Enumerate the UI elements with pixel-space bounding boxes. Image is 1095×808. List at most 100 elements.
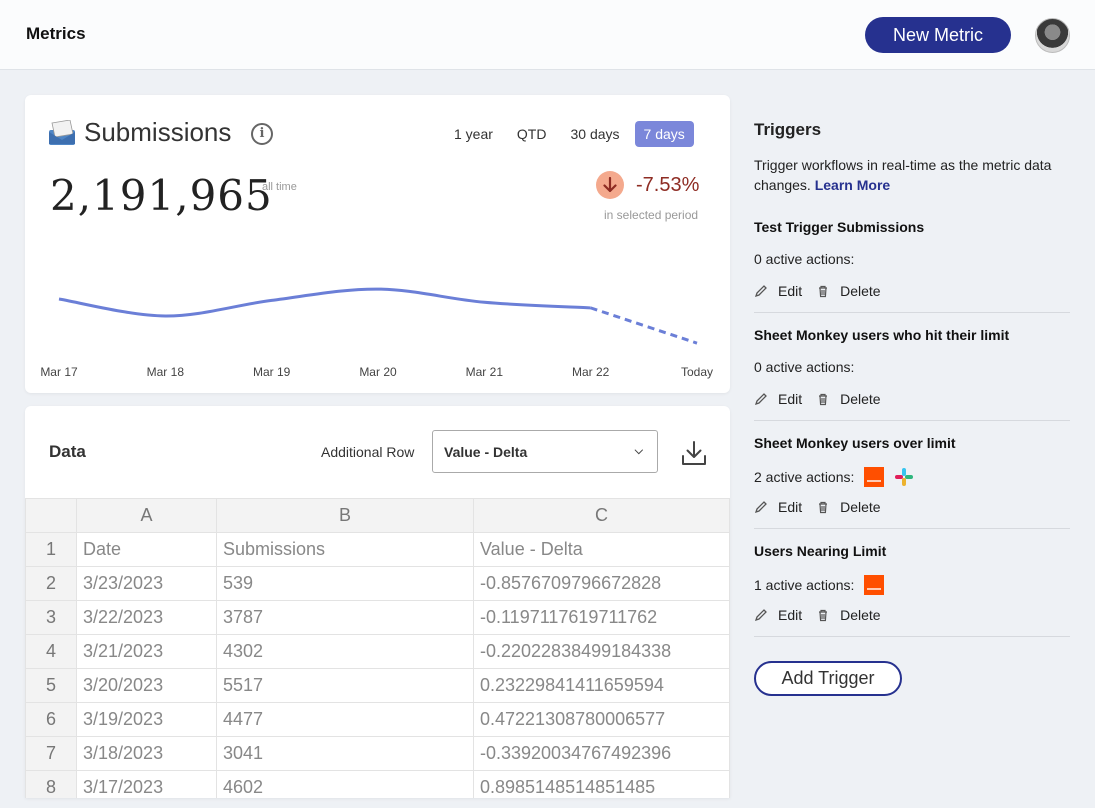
table-cell[interactable]: 3/22/2023 <box>76 600 217 635</box>
inbox-tray-icon <box>49 120 75 145</box>
table-row: 6 3/19/2023 4477 0.47221308780006577 <box>25 702 730 737</box>
page-title: Metrics <box>26 24 86 43</box>
table-cell[interactable]: 4477 <box>216 702 474 737</box>
trigger-name[interactable]: Users Nearing Limit <box>754 543 887 559</box>
zapier-icon[interactable] <box>864 575 885 595</box>
row-number: 7 <box>25 736 77 771</box>
row-number: 1 <box>25 532 77 567</box>
edit-trigger-button[interactable]: Edit <box>754 607 802 623</box>
table-cell[interactable]: 3/23/2023 <box>76 566 217 601</box>
table-cell[interactable]: 3041 <box>216 736 474 771</box>
trigger-name[interactable]: Test Trigger Submissions <box>754 219 925 235</box>
table-row: 4 3/21/2023 4302 -0.22022838499184338 <box>25 634 730 669</box>
table-cell[interactable]: 3/19/2023 <box>76 702 217 737</box>
table-cell[interactable]: Submissions <box>216 532 474 567</box>
delete-trigger-button[interactable]: Delete <box>816 283 881 299</box>
series-line <box>58 287 591 318</box>
row-number: 5 <box>25 668 77 703</box>
table-cell[interactable]: 0.47221308780006577 <box>473 702 730 737</box>
table-row: 3 3/22/2023 3787 -0.1197117619711762 <box>25 600 730 635</box>
table-cell[interactable]: Date <box>76 532 217 567</box>
metric-chart-card: Submissions i 1 year QTD 30 days 7 days … <box>25 95 730 393</box>
table-cell[interactable]: -0.33920034767492396 <box>473 736 730 771</box>
trigger-actions-count: 2 active actions: <box>754 469 855 485</box>
learn-more-link[interactable]: Learn More <box>814 177 891 193</box>
range-7-days[interactable]: 7 days <box>634 121 694 147</box>
download-icon[interactable] <box>680 439 708 467</box>
add-trigger-button[interactable]: Add Trigger <box>754 661 902 696</box>
pencil-icon <box>754 393 767 406</box>
metric-delta-caption: in selected period <box>604 208 699 222</box>
chevron-down-icon: ⌵ <box>634 445 643 457</box>
metric-value-caption: all time <box>262 181 297 193</box>
additional-row-select[interactable]: Value - Delta ⌵ <box>432 430 658 473</box>
x-tick-label: Mar 21 <box>466 365 504 379</box>
table-cell[interactable]: 0.8985148514851485 <box>473 770 730 798</box>
delete-trigger-button[interactable]: Delete <box>816 607 881 623</box>
column-header[interactable]: B <box>216 498 474 533</box>
row-number: 8 <box>25 770 77 798</box>
trigger-controls: Edit Delete <box>754 283 881 299</box>
delete-label: Delete <box>840 391 881 407</box>
table-cell[interactable]: Value - Delta <box>473 532 730 567</box>
slack-icon[interactable] <box>894 467 914 487</box>
range-1-year[interactable]: 1 year <box>454 126 493 142</box>
delete-trigger-button[interactable]: Delete <box>816 391 881 407</box>
row-number: 2 <box>25 566 77 601</box>
trigger-name[interactable]: Sheet Monkey users over limit <box>754 435 956 451</box>
edit-label: Edit <box>778 607 803 623</box>
zapier-icon[interactable] <box>864 467 885 487</box>
edit-label: Edit <box>778 499 803 515</box>
new-metric-button[interactable]: New Metric <box>865 17 1011 53</box>
table-cell[interactable]: 3/21/2023 <box>76 634 217 669</box>
table-cell[interactable]: 4302 <box>216 634 474 669</box>
trigger-item: Sheet Monkey users who hit their limit 0 … <box>754 313 1070 421</box>
table-cell[interactable]: 3/17/2023 <box>76 770 217 798</box>
row-number: 6 <box>25 702 77 737</box>
table-cell[interactable]: 3787 <box>216 600 474 635</box>
table-cell[interactable]: 0.23229841411659594 <box>473 668 730 703</box>
range-30-days[interactable]: 30 days <box>570 126 620 142</box>
x-tick-label: Mar 22 <box>572 365 610 379</box>
info-icon[interactable]: i <box>251 123 273 145</box>
range-qtd[interactable]: QTD <box>516 126 547 142</box>
metric-name: Submissions <box>84 117 232 147</box>
table-cell[interactable]: -0.22022838499184338 <box>473 634 730 669</box>
triggers-panel: Triggers Trigger workflows in real-time … <box>754 120 1070 696</box>
edit-trigger-button[interactable]: Edit <box>754 391 802 407</box>
data-title: Data <box>49 442 86 461</box>
additional-row-label: Additional Row <box>321 444 415 460</box>
delete-label: Delete <box>840 499 881 515</box>
avatar[interactable] <box>1035 18 1070 53</box>
trigger-controls: Edit Delete <box>754 391 881 407</box>
top-bar: Metrics New Metric <box>0 0 1095 70</box>
table-row: 7 3/18/2023 3041 -0.33920034767492396 <box>25 736 730 771</box>
edit-trigger-button[interactable]: Edit <box>754 499 802 515</box>
range-selector: 1 year QTD 30 days 7 days <box>445 121 694 147</box>
x-tick-label: Mar 20 <box>359 365 397 379</box>
table-cell[interactable]: -0.1197117619711762 <box>473 600 730 635</box>
table-cell[interactable]: 5517 <box>216 668 474 703</box>
pencil-icon <box>754 609 767 622</box>
triggers-title: Triggers <box>754 120 822 139</box>
column-header[interactable]: C <box>473 498 730 533</box>
table-cell[interactable]: -0.8576709796672828 <box>473 566 730 601</box>
table-cell[interactable]: 539 <box>216 566 474 601</box>
trigger-controls: Edit Delete <box>754 607 881 623</box>
table-cell[interactable]: 3/18/2023 <box>76 736 217 771</box>
table-cell[interactable]: 3/20/2023 <box>76 668 217 703</box>
trigger-actions: 0 active actions: <box>754 251 854 267</box>
edit-trigger-button[interactable]: Edit <box>754 283 802 299</box>
additional-row-value: Value - Delta <box>444 443 528 460</box>
x-tick-label: Mar 19 <box>253 365 291 379</box>
series-line-projected <box>590 306 698 345</box>
row-number: 4 <box>25 634 77 669</box>
column-header[interactable]: A <box>76 498 217 533</box>
trash-icon <box>819 285 828 298</box>
table-cell[interactable]: 4602 <box>216 770 474 798</box>
trigger-name[interactable]: Sheet Monkey users who hit their limit <box>754 327 1010 343</box>
trigger-actions: 2 active actions: <box>754 467 914 487</box>
delete-label: Delete <box>840 283 881 299</box>
delete-trigger-button[interactable]: Delete <box>816 499 881 515</box>
trash-icon <box>819 393 828 406</box>
